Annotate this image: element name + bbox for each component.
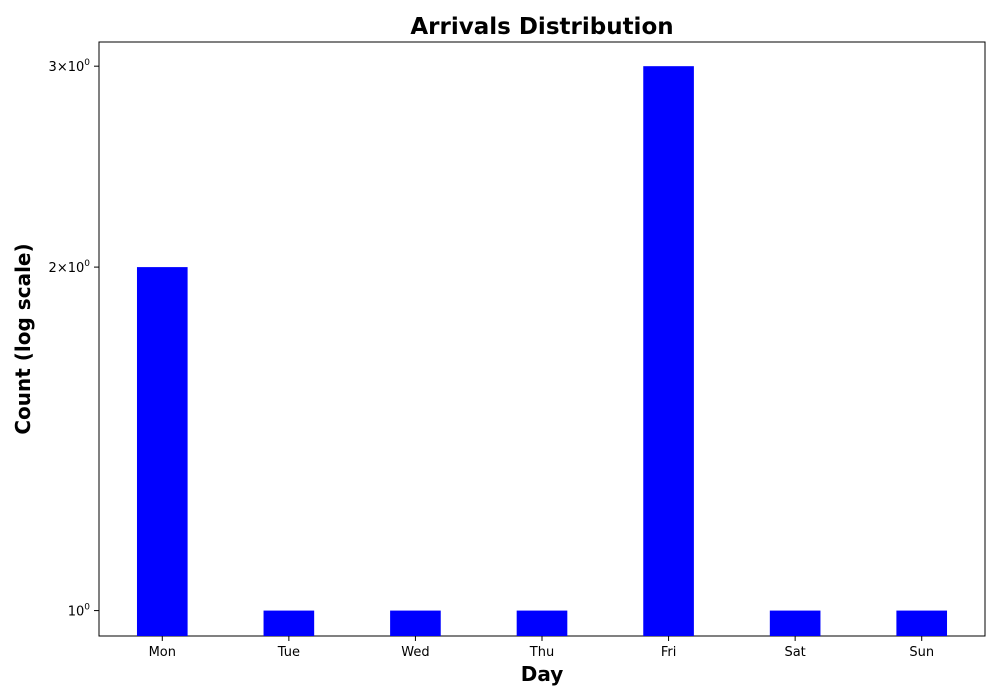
y-axis-ticks: 100 2×100 3×100 [49,58,99,620]
bar-wed [390,610,441,636]
chart-title: Arrivals Distribution [410,14,673,40]
bar-tue [263,610,315,636]
x-axis-ticks: Mon Tue Wed Thu Fri Sat Sun [149,636,934,660]
x-axis-label: Day [521,662,564,686]
x-tick-label: Wed [401,645,429,660]
x-tick-label: Tue [277,645,300,660]
y-tick-label: 3×100 [49,58,91,75]
x-tick-label: Thu [529,645,554,660]
bar-thu [516,610,568,636]
bars-group [136,66,948,636]
x-tick-label: Sun [909,645,934,660]
bar-sun [896,610,948,636]
y-axis-label: Count (log scale) [11,243,35,434]
x-tick-label: Mon [149,645,176,660]
bar-mon [136,267,188,636]
bar-fri [643,66,694,636]
y-tick-label: 100 [68,603,91,620]
x-tick-label: Fri [661,645,677,660]
y-tick-label: 2×100 [49,259,91,276]
x-tick-label: Sat [784,645,805,660]
bar-sat [769,610,821,636]
plot-area [98,41,986,637]
